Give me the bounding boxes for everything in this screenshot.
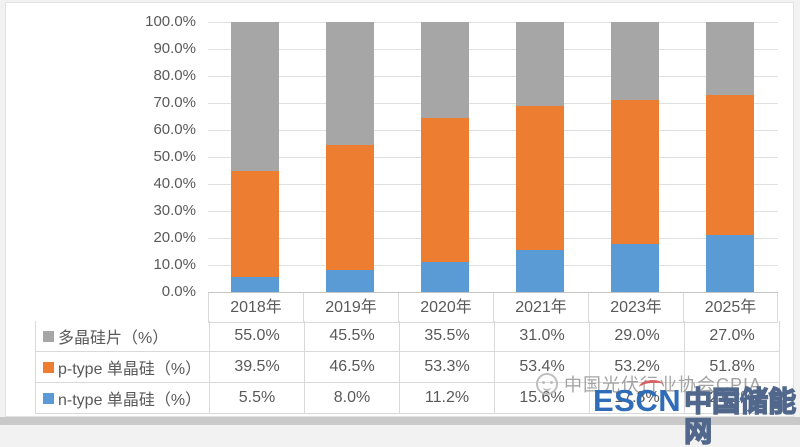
table-value-cell: 46.5% (304, 352, 399, 382)
table-value-cell: 51.8% (684, 352, 779, 382)
gridline (208, 238, 778, 239)
bar-segment (611, 243, 659, 292)
bar-column-2018年 (208, 22, 303, 292)
bar-segment (516, 105, 564, 250)
y-axis-tick-label: 50.0% (153, 148, 196, 165)
bar-segment (231, 22, 279, 171)
table-value-cell: 31.0% (494, 321, 589, 351)
bar-segment (611, 22, 659, 101)
data-table: 多晶硅片（%） 55.0% 45.5% 35.5% 31.0% 29.0% 27.0% p-t… (35, 321, 780, 414)
legend-label: 多晶硅片（%） (36, 321, 209, 351)
x-axis-labels: 2018年 2019年 2020年 2021年 2023年 2025年 (208, 292, 778, 323)
y-axis-tick-label: 40.0% (153, 175, 196, 192)
y-axis-tick-label: 60.0% (153, 121, 196, 138)
bar-column-2021年 (493, 22, 588, 292)
x-axis-label: 2021年 (493, 293, 588, 322)
gridline (208, 103, 778, 104)
table-value-cell: 15.6% (494, 383, 589, 413)
table-value-cell: 53.3% (399, 352, 494, 382)
table-row: n-type 单晶硅（%） 5.5% 8.0% 11.2% 15.6% 17.8% 21.2… (36, 383, 779, 413)
series-name: n-type 单晶硅（%） (58, 392, 202, 409)
table-value-cell: 35.5% (399, 321, 494, 351)
y-axis-tick-label: 30.0% (153, 202, 196, 219)
gridline (208, 157, 778, 158)
bar-segment (611, 100, 659, 244)
bar-segment (231, 170, 279, 278)
x-axis-label: 2025年 (683, 293, 778, 322)
bar-segment (326, 270, 374, 292)
legend-swatch-icon (43, 392, 54, 404)
bar-segment (516, 249, 564, 292)
bar-segment (516, 22, 564, 106)
bar-segment (706, 22, 754, 95)
legend-label: n-type 单晶硅（%） (36, 383, 209, 413)
x-axis-label: 2020年 (398, 293, 493, 322)
legend-swatch-icon (43, 361, 54, 373)
y-axis-tick-label: 100.0% (145, 13, 196, 30)
bottom-border-strip (0, 417, 800, 425)
gridline (208, 211, 778, 212)
table-value-cell: 29.0% (589, 321, 684, 351)
bar-column-2020年 (398, 22, 493, 292)
bar-segment (706, 94, 754, 235)
bar-segment (706, 234, 754, 292)
y-axis-tick-label: 70.0% (153, 94, 196, 111)
gridline (208, 22, 778, 23)
table-row: p-type 单晶硅（%） 39.5% 46.5% 53.3% 53.4% 53.2% 51… (36, 352, 779, 383)
table-value-cell: 8.0% (304, 383, 399, 413)
series-name: p-type 单晶硅（%） (58, 361, 202, 378)
gridline (208, 265, 778, 266)
y-axis-tick-label: 90.0% (153, 40, 196, 57)
bar-segment (421, 22, 469, 118)
bar-segment (421, 117, 469, 262)
table-value-cell: 55.0% (209, 321, 304, 351)
table-value-cell: 17.8% (589, 383, 684, 413)
plot-area (208, 22, 778, 293)
gridline (208, 76, 778, 77)
bar-column-2023年 (588, 22, 683, 292)
series-name: 多晶硅片（%） (58, 330, 169, 347)
gridline (208, 130, 778, 131)
bar-segment (231, 277, 279, 292)
legend-label: p-type 单晶硅（%） (36, 352, 209, 382)
x-axis-label: 2018年 (208, 293, 303, 322)
bar-column-2025年 (683, 22, 778, 292)
y-axis-tick-label: 20.0% (153, 229, 196, 246)
table-value-cell: 27.0% (684, 321, 779, 351)
gridline (208, 49, 778, 50)
table-value-cell: 5.5% (209, 383, 304, 413)
table-value-cell: 39.5% (209, 352, 304, 382)
gridline (208, 184, 778, 185)
table-value-cell: 53.4% (494, 352, 589, 382)
y-axis-tick-label: 10.0% (153, 256, 196, 273)
bar-segment (326, 22, 374, 145)
table-value-cell: 45.5% (304, 321, 399, 351)
table-row: 多晶硅片（%） 55.0% 45.5% 35.5% 31.0% 29.0% 27.0% (36, 321, 779, 352)
table-value-cell: 53.2% (589, 352, 684, 382)
bar-column-2019年 (303, 22, 398, 292)
bar-segment (326, 144, 374, 271)
x-axis-label: 2023年 (588, 293, 683, 322)
y-axis-tick-label: 80.0% (153, 67, 196, 84)
y-axis-tick-label: 0.0% (161, 283, 196, 300)
legend-swatch-icon (43, 330, 54, 342)
table-value-cell: 21.2% (684, 383, 779, 413)
x-axis-label: 2019年 (303, 293, 398, 322)
table-value-cell: 11.2% (399, 383, 494, 413)
bar-segment (421, 261, 469, 292)
